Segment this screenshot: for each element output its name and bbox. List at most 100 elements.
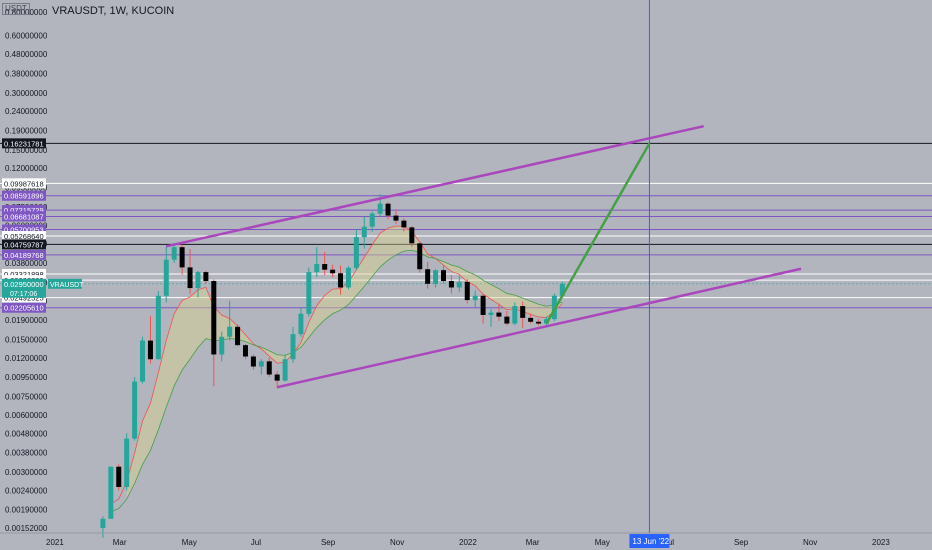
currency-label: USDT (2, 3, 30, 15)
y-tick-label: 0.00950000 (5, 373, 48, 382)
candle-body (235, 326, 241, 346)
x-tick-label: Jul (251, 538, 261, 547)
candle-body (512, 306, 518, 324)
last-price-countdown: 07:17:06 (10, 291, 37, 298)
projection-line (545, 142, 651, 325)
x-tick-label: Nov (390, 538, 404, 547)
price-label-text: 0.02492525 (4, 294, 44, 303)
candle-body (338, 273, 344, 288)
candle-body (179, 247, 185, 268)
x-tick-label: 2021 (46, 538, 64, 547)
candle-body (163, 259, 169, 296)
price-label-text: 0.04189768 (4, 251, 44, 260)
candle-body (472, 295, 478, 301)
time-axis[interactable]: 2021MarMayJulSepNov2022MarMayJulSepNov20… (0, 532, 932, 548)
candle-body (227, 326, 233, 337)
y-tick-label: 0.01200000 (5, 354, 48, 363)
price-label-text: 0.03321898 (4, 270, 44, 279)
candle-body (195, 272, 201, 289)
candle-body (417, 243, 423, 270)
y-tick-label: 0.60000000 (5, 32, 48, 41)
candle-body (203, 272, 209, 282)
price-label-box (2, 205, 46, 216)
y-tick-label: 0.00480000 (5, 429, 48, 438)
candle-body (290, 334, 296, 360)
candle-body (124, 438, 130, 488)
candle-body (147, 340, 153, 360)
price-label-box (2, 224, 46, 235)
candle-body (211, 281, 217, 355)
date-highlight-box (629, 534, 670, 548)
candle-body (369, 213, 375, 227)
price-label-text: 0.09987618 (4, 179, 44, 188)
candle-body (282, 359, 288, 381)
price-label-box (2, 239, 46, 250)
price-label-text: 0.05700953 (4, 226, 44, 235)
candle-body (456, 281, 462, 288)
price-label-box (2, 211, 46, 222)
candle-body (314, 264, 320, 273)
x-tick-label: Mar (526, 538, 540, 547)
price-label-text: 0.04759787 (4, 240, 44, 249)
candle-body (448, 281, 454, 288)
candle-body (536, 321, 542, 324)
x-tick-label: Nov (803, 538, 817, 547)
last-price-box (2, 278, 46, 298)
y-tick-label: 0.24000000 (5, 107, 48, 116)
x-tick-label: 2022 (459, 538, 477, 547)
y-tick-label: 0.12000000 (5, 164, 48, 173)
y-tick-label: 0.38000000 (5, 69, 48, 78)
x-tick-label: Sep (321, 538, 336, 547)
price-label-box (2, 268, 46, 279)
x-tick-label: Mar (113, 538, 127, 547)
y-tick-label: 0.19000000 (5, 126, 48, 135)
x-tick-label: May (182, 538, 197, 547)
candle-body (100, 518, 106, 528)
y-tick-label: 0.00380000 (5, 449, 48, 458)
lower-channel-line (276, 267, 802, 389)
candle-body (559, 283, 565, 296)
y-tick-label: 0.30000000 (5, 89, 48, 98)
candle-body (140, 340, 146, 382)
date-highlight-label: 13 Jun '22 (632, 537, 669, 546)
price-label-box (2, 249, 46, 260)
candle-body (274, 374, 280, 381)
candle-body (441, 270, 447, 282)
y-tick-label: 0.00300000 (5, 468, 48, 477)
y-tick-label: 0.01500000 (5, 335, 48, 344)
symbol-title: VRAUSDT, 1W, KUCOIN (52, 5, 175, 17)
candle-body (132, 381, 138, 439)
candle-body (488, 312, 494, 315)
price-axis[interactable]: 0.80000000 0.60000000 0.48000000 0.38000000… (2, 8, 84, 533)
price-label-text: 0.05268640 (4, 232, 44, 241)
price-label-box (2, 231, 46, 242)
price-label-text: 0.07215729 (4, 206, 44, 215)
y-tick-label: 0.15000000 (5, 146, 48, 155)
last-price-symbol-box (48, 278, 82, 289)
candle-body (171, 247, 177, 260)
x-tick-label: 2023 (872, 538, 890, 547)
candle-body (377, 203, 383, 214)
candles (100, 194, 565, 538)
candle-body (187, 267, 193, 289)
candle-body (306, 272, 312, 314)
last-price-text: 0.02950000 (4, 280, 44, 289)
candle-body (330, 269, 336, 274)
ma-cloud (110, 225, 563, 513)
y-tick-label: 0.00750000 (5, 393, 48, 402)
y-tick-label: 0.00240000 (5, 486, 48, 495)
y-tick-label: 0.00600000 (5, 411, 48, 420)
ma-slow-line (110, 249, 563, 513)
x-tick-label: Sep (734, 538, 749, 547)
candle-body (322, 264, 328, 270)
candle-body (401, 220, 407, 228)
candle-body (425, 269, 431, 284)
candle-body (433, 270, 439, 284)
candle-body (496, 312, 502, 317)
candle-body (361, 226, 367, 238)
candle-body (250, 356, 256, 367)
candle-body (520, 306, 526, 318)
candle-body (409, 227, 415, 244)
candle-body (219, 336, 225, 355)
